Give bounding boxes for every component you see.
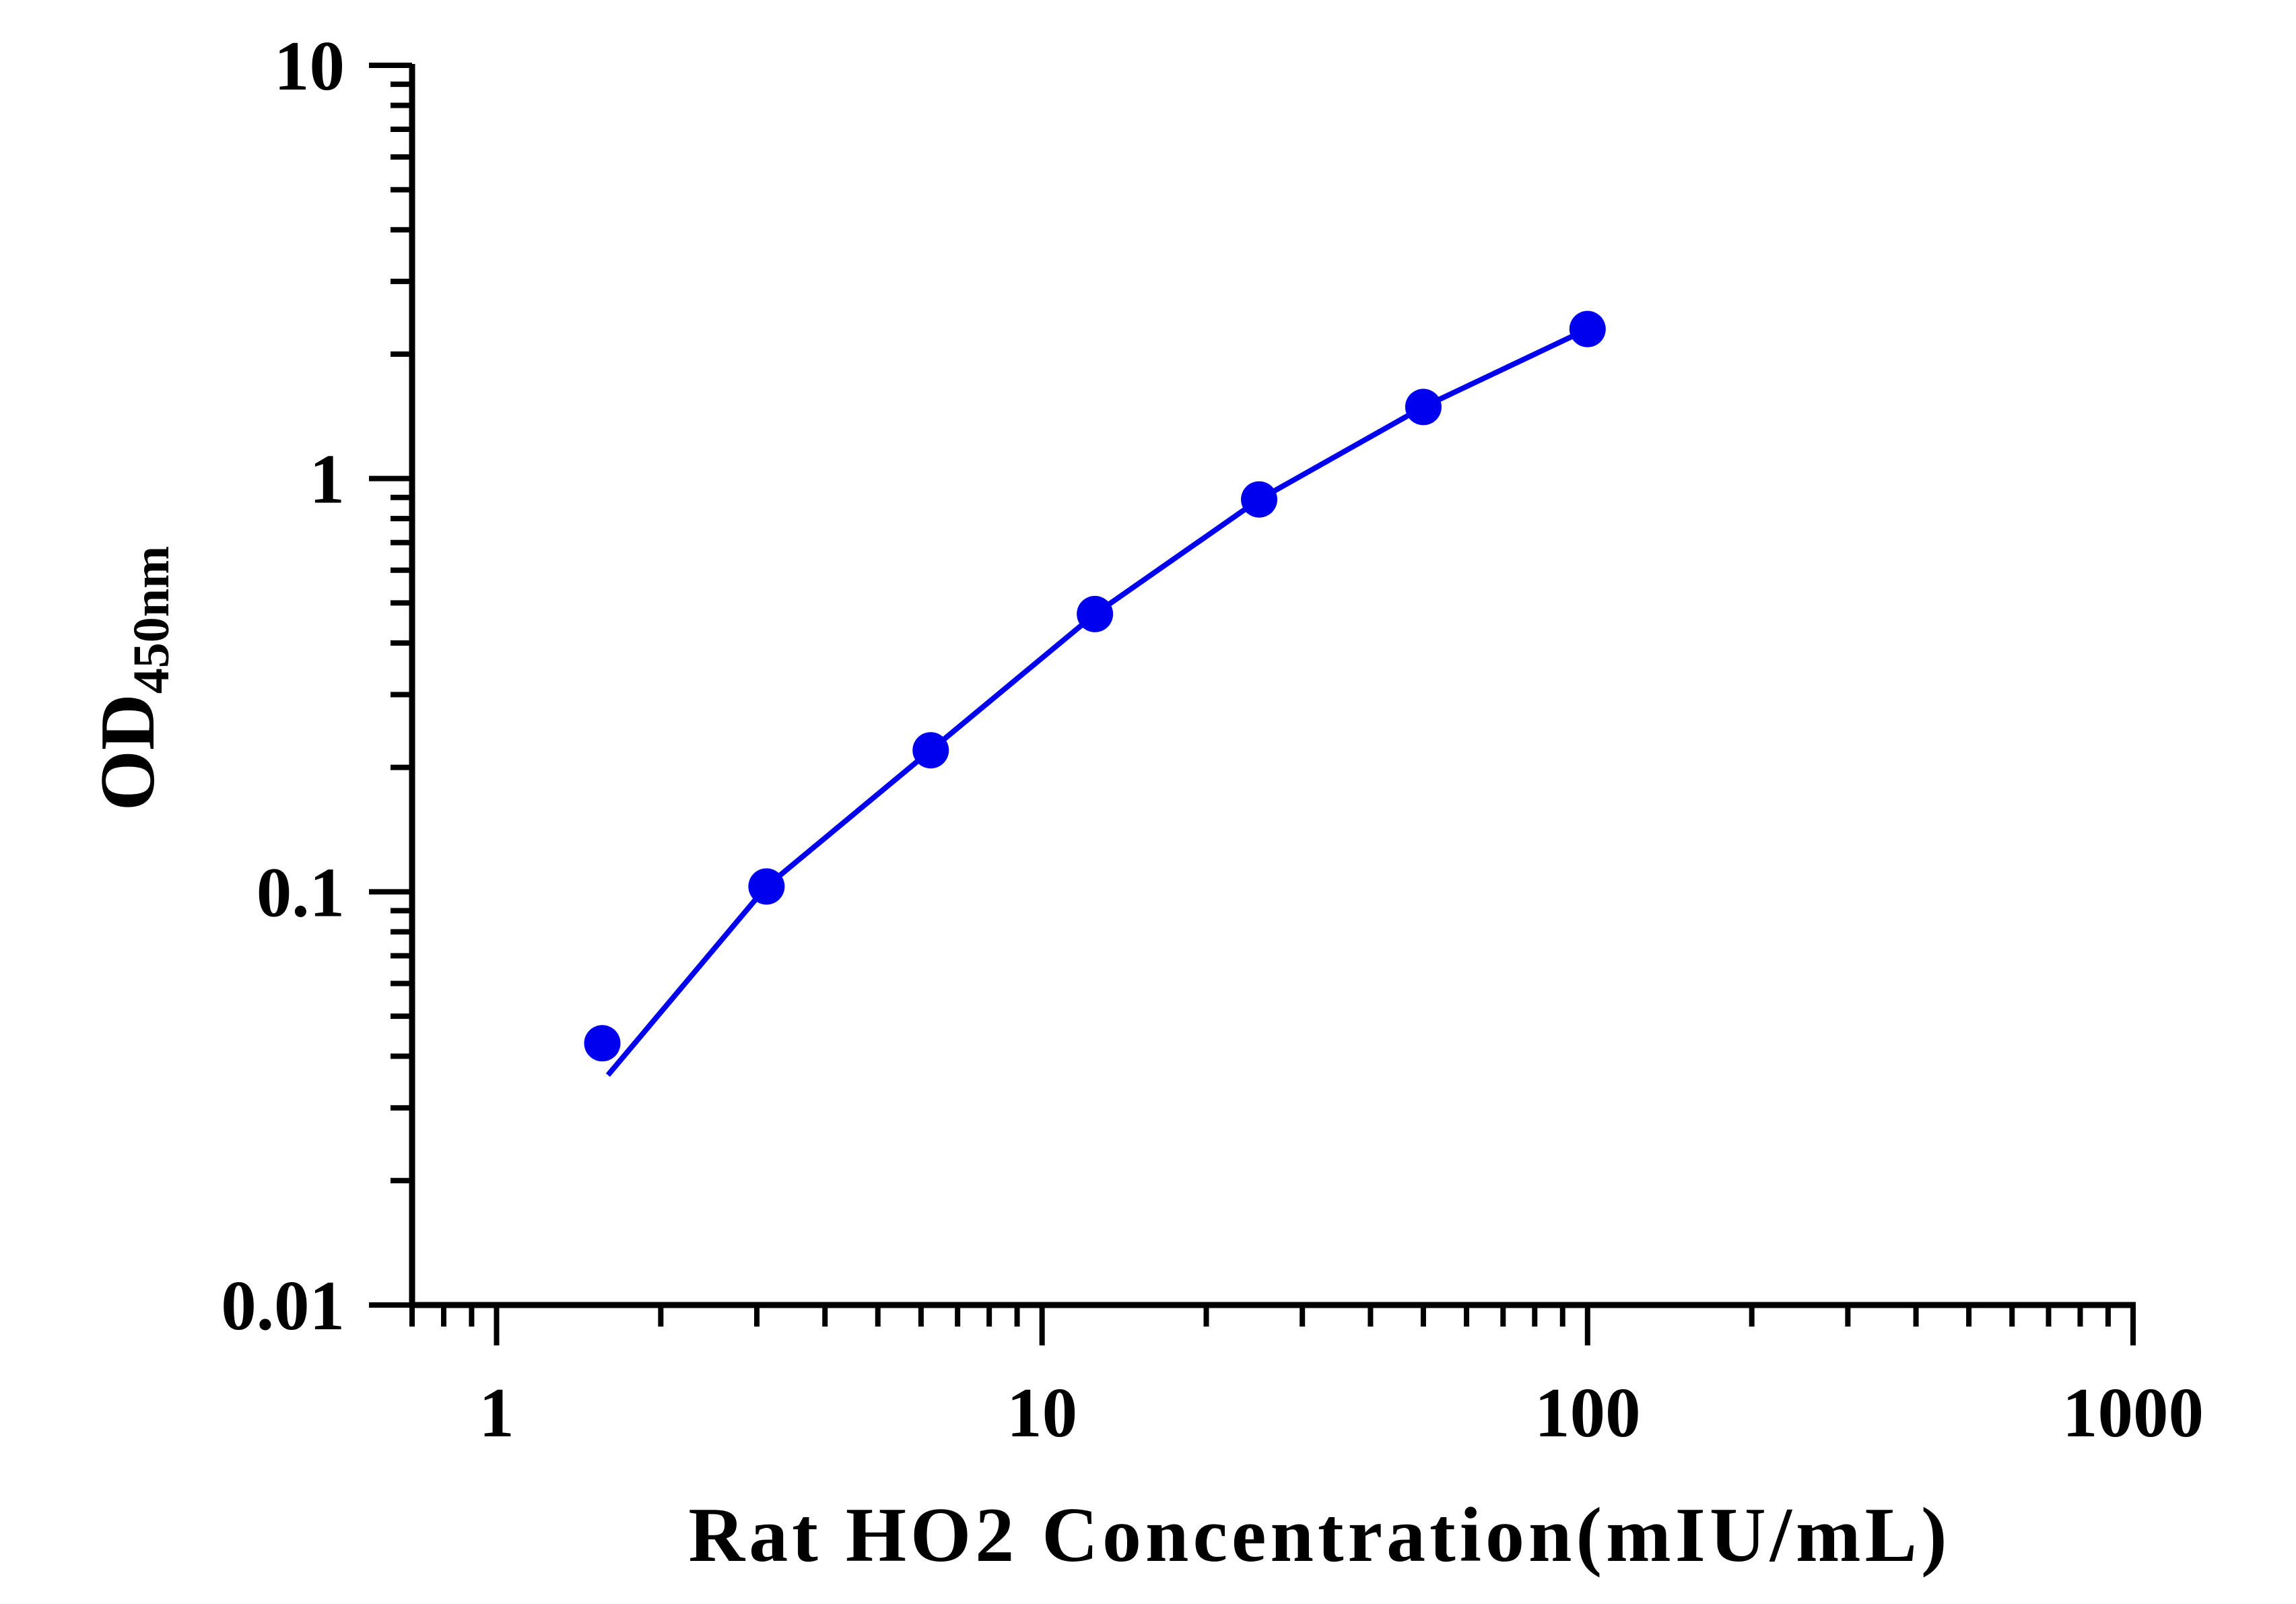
x-tick-label: 100 <box>1534 1373 1641 1452</box>
x-axis-title: Rat HO2 Concentration(mIU/mL) <box>688 1492 1951 1578</box>
y-tick-label: 1 <box>310 440 345 519</box>
y-tick-label: 10 <box>274 26 345 105</box>
axes <box>409 64 2136 1308</box>
y-axis-title-main: OD <box>85 694 171 811</box>
data-series <box>584 310 1606 1077</box>
data-point <box>584 1025 621 1062</box>
x-tick-label: 1 <box>479 1373 514 1452</box>
axis-ticks <box>369 63 2136 1345</box>
data-point <box>748 868 785 905</box>
data-point <box>1077 595 1114 632</box>
x-tick-label: 1000 <box>2062 1373 2204 1452</box>
axis-titles: Rat HO2 Concentration(mIU/mL) OD450nm <box>85 546 1951 1578</box>
y-axis-title: OD450nm <box>85 546 180 811</box>
data-point <box>912 732 949 769</box>
data-point <box>1241 481 1278 518</box>
y-tick-label: 0.1 <box>257 853 345 931</box>
tick-labels: 1 10 100 1000 0.01 0.1 1 10 <box>221 26 2204 1452</box>
x-tick-label: 10 <box>1007 1373 1077 1452</box>
y-axis-title-subscript: 450nm <box>123 546 180 694</box>
data-point <box>1569 310 1606 347</box>
data-point <box>1405 389 1442 426</box>
fit-curve-line <box>605 327 1589 1077</box>
y-tick-label: 0.01 <box>221 1266 345 1345</box>
